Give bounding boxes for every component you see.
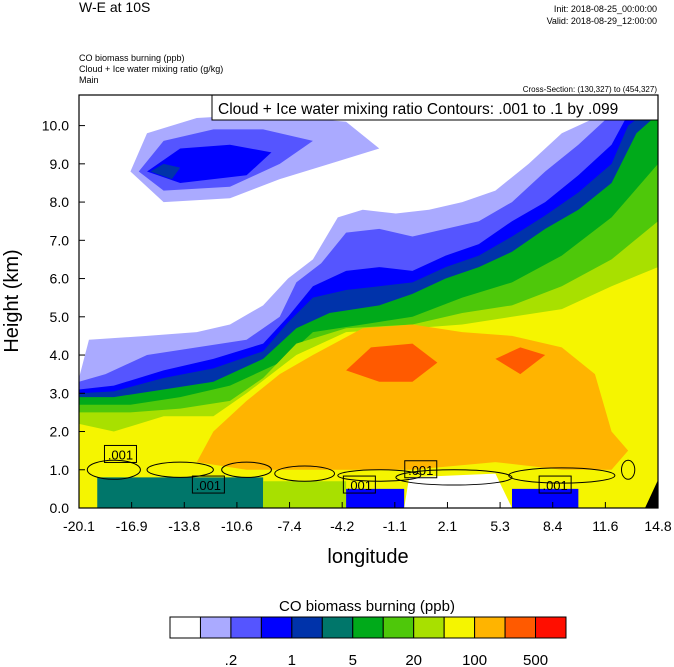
x-tick-label: 8.4: [543, 518, 563, 534]
contour-line: [274, 465, 335, 482]
fill-region-level-3: [147, 144, 272, 183]
contour-label: .001: [408, 463, 433, 478]
plot-fills: [79, 95, 658, 508]
contour-info: Cloud + Ice water mixing ratio Contours:…: [218, 101, 618, 118]
init-time: Init: 2018-08-25_00:00:00: [554, 4, 657, 14]
colorbar: .2 1 5 20 100 500: [169, 616, 567, 667]
x-tick-label: -10.6: [221, 518, 253, 534]
y-tick-label: 6.0: [50, 271, 70, 287]
contour-label-box: [538, 475, 572, 494]
x-axis: -20.1 -16.9 -13.8 -10.6 -7.4 -4.2 -1.1 2.1 5.3 8.…: [63, 502, 672, 534]
colorbar-title: CO biomass burning (ppb): [279, 598, 455, 615]
field-label-main: Main: [79, 75, 99, 85]
fill-region-level-11: [346, 343, 438, 382]
colorbar-label: 5: [349, 652, 357, 667]
contour-line: [146, 461, 214, 478]
colorbar-label: 1: [288, 652, 296, 667]
contour-line: [221, 461, 272, 478]
plot-frame: [78, 94, 659, 509]
colorbar-swatch: [535, 616, 567, 639]
fill-region-level-0: [404, 473, 513, 508]
x-tick-label: -13.8: [168, 518, 200, 534]
colorbar-swatch: [291, 616, 323, 639]
contour-label: .001: [347, 478, 372, 493]
contour-line: [508, 467, 616, 484]
colorbar-swatch: [321, 616, 354, 639]
contour-label-box: [191, 475, 225, 494]
y-tick-label: 7.0: [50, 232, 70, 248]
field-label-co: CO biomass burning (ppb): [79, 53, 185, 63]
field-label-cloud: Cloud + Ice water mixing ratio (g/kg): [79, 64, 223, 74]
y-tick-label: 10.0: [42, 118, 69, 134]
y-tick-label: 5.0: [50, 309, 70, 325]
contour-lines: [86, 459, 636, 486]
contour-label-box: [404, 460, 438, 479]
x-tick-label: 5.3: [490, 518, 510, 534]
terrain-fill: [645, 480, 658, 508]
x-tick-label: -1.1: [383, 518, 407, 534]
x-tick-label: -20.1: [63, 518, 95, 534]
x-tick-label: -4.2: [330, 518, 354, 534]
fill-region-level-3: [512, 488, 579, 508]
fill-region-level-4: [150, 163, 181, 180]
colorbar-swatch: [352, 616, 384, 639]
contour-label-box: [103, 444, 137, 463]
y-tick-label: 3.0: [50, 385, 70, 401]
x-axis-label: longitude: [327, 546, 408, 568]
contour-label: .001: [542, 478, 567, 493]
y-axis: 0.0 1.0 2.0 3.0 4.0 5.0 6.0 7.0 8.0 9.0 10.0: [42, 118, 85, 516]
contour-label: .001: [196, 478, 221, 493]
y-tick-label: 0.0: [50, 500, 70, 516]
colorbar-swatch: [413, 616, 445, 639]
chart-title: W-E at 10S: [79, 0, 150, 15]
colorbar-swatch: [382, 616, 415, 639]
x-tick-label: -16.9: [116, 518, 148, 534]
contour-labels: .001 .001 .001 .001 .001: [103, 444, 572, 494]
colorbar-swatch: [169, 616, 201, 639]
contour-line: [337, 469, 422, 482]
colorbar-swatch: [260, 616, 293, 639]
contour-label: .001: [108, 447, 133, 462]
y-tick-label: 9.0: [50, 156, 70, 172]
x-tick-label: 11.6: [592, 518, 618, 534]
contour-label-box: [342, 475, 376, 494]
colorbar-label: 500: [523, 652, 548, 667]
valid-time: Valid: 2018-08-29_12:00:00: [547, 16, 657, 26]
cross-section-label: Cross-Section: (130,327) to (454,327): [523, 85, 658, 94]
colorbar-swatch: [199, 616, 232, 639]
x-tick-label: 14.8: [644, 518, 671, 534]
y-tick-label: 2.0: [50, 424, 70, 440]
y-tick-label: 1.0: [50, 462, 70, 478]
colorbar-swatch: [474, 616, 506, 639]
fill-region-level-5: [97, 477, 264, 508]
colorbar-label: .2: [225, 652, 238, 667]
colorbar-swatch: [230, 616, 262, 639]
contour-line: [395, 469, 513, 486]
x-tick-label: -7.4: [277, 518, 301, 534]
contour-info-box: [211, 94, 659, 121]
y-tick-label: 4.0: [50, 347, 70, 363]
contour-line: [621, 459, 636, 480]
colorbar-label: 100: [462, 652, 487, 667]
colorbar-swatch: [504, 616, 537, 639]
contour-line: [86, 459, 141, 480]
fill-region-level-3: [346, 488, 405, 508]
y-axis-label: Height (km): [1, 249, 23, 352]
fill-region-level-8: [263, 481, 347, 508]
colorbar-label: 20: [405, 652, 422, 667]
colorbar-swatch: [443, 616, 476, 639]
y-tick-label: 8.0: [50, 194, 70, 210]
fill-region-level-11: [495, 347, 546, 375]
x-tick-label: 2.1: [438, 518, 458, 534]
